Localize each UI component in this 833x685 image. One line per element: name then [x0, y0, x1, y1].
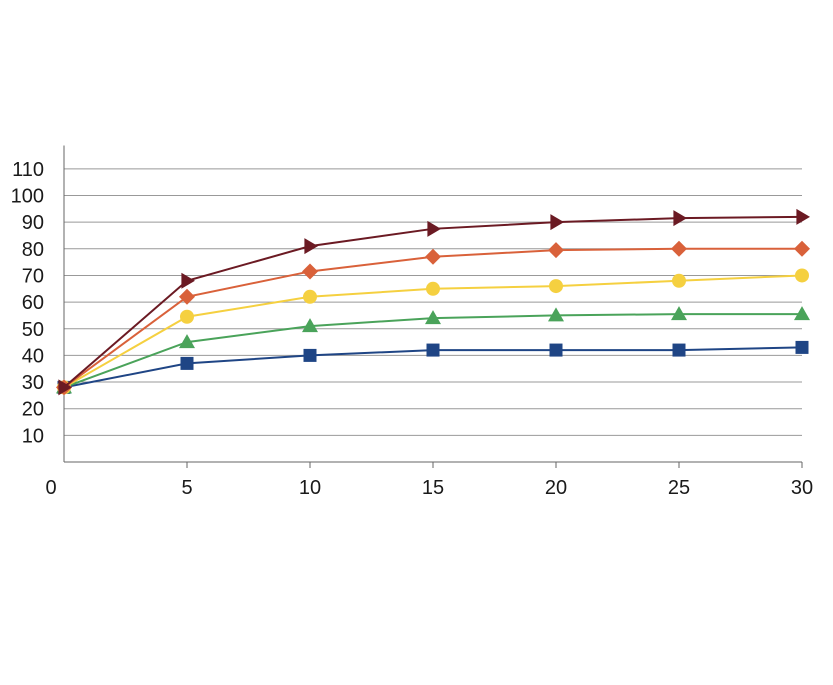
diamond-marker: [179, 288, 195, 305]
triangle-up-marker: [671, 306, 687, 321]
triangle-up-marker: [425, 310, 441, 325]
y-tick-label: 100: [11, 186, 44, 208]
axes: [63, 145, 803, 468]
y-tick-label: 50: [22, 319, 44, 341]
triangle-up-marker: [302, 318, 318, 333]
diamond-marker: [671, 240, 687, 257]
triangle-right-marker: [304, 238, 318, 255]
x-tick-labels: 0 5 10 15 20 25 30: [45, 477, 813, 499]
series: [56, 208, 810, 396]
y-tick-label: 30: [22, 372, 44, 394]
diamond-marker: [302, 263, 318, 280]
y-tick-label: 70: [22, 265, 44, 287]
square-marker: [180, 356, 194, 370]
square-marker: [795, 340, 809, 354]
circle-marker: [795, 268, 809, 283]
diamond-marker: [425, 248, 441, 265]
triangle-right-marker: [58, 379, 72, 396]
x-tick-label: 15: [422, 477, 444, 499]
triangle-right-marker: [550, 214, 564, 231]
x-tick-label: 10: [299, 477, 321, 499]
series-circle: [57, 268, 809, 395]
series-diamond: [56, 240, 810, 396]
x-tick-label: 30: [791, 477, 813, 499]
x-tick-label: 0: [45, 477, 56, 499]
y-tick-label: 60: [22, 292, 44, 314]
triangle-right-marker: [796, 208, 810, 225]
x-tick-label: 20: [545, 477, 567, 499]
y-tick-label: 10: [22, 425, 44, 447]
circle-marker: [180, 309, 194, 324]
y-tick-label: 80: [22, 239, 44, 261]
circle-marker: [426, 281, 440, 296]
triangle-up-marker: [794, 306, 810, 321]
y-tick-label: 20: [22, 399, 44, 421]
series-square: [57, 340, 809, 394]
grid: [64, 168, 802, 436]
y-tick-labels: 10 20 30 40 50 60 70 80 90 100 110: [11, 159, 44, 448]
x-tick-label: 25: [668, 477, 690, 499]
circle-marker: [549, 279, 563, 294]
triangle-right-marker: [181, 272, 195, 289]
x-tick-label: 5: [181, 477, 192, 499]
square-marker: [303, 348, 317, 362]
triangle-right-marker: [427, 220, 441, 237]
diamond-marker: [794, 240, 810, 257]
y-tick-label: 90: [22, 212, 44, 234]
diamond-marker: [548, 242, 564, 259]
triangle-right-marker: [673, 210, 687, 227]
series-triangle-right: [58, 208, 810, 396]
y-tick-label: 110: [12, 159, 44, 181]
square-marker: [426, 343, 440, 357]
triangle-up-marker: [179, 334, 195, 349]
circle-marker: [672, 273, 686, 288]
circle-marker: [303, 289, 317, 304]
triangle-up-marker: [548, 307, 564, 322]
square-marker: [549, 343, 563, 357]
square-marker: [672, 343, 686, 357]
y-tick-label: 40: [22, 345, 44, 367]
